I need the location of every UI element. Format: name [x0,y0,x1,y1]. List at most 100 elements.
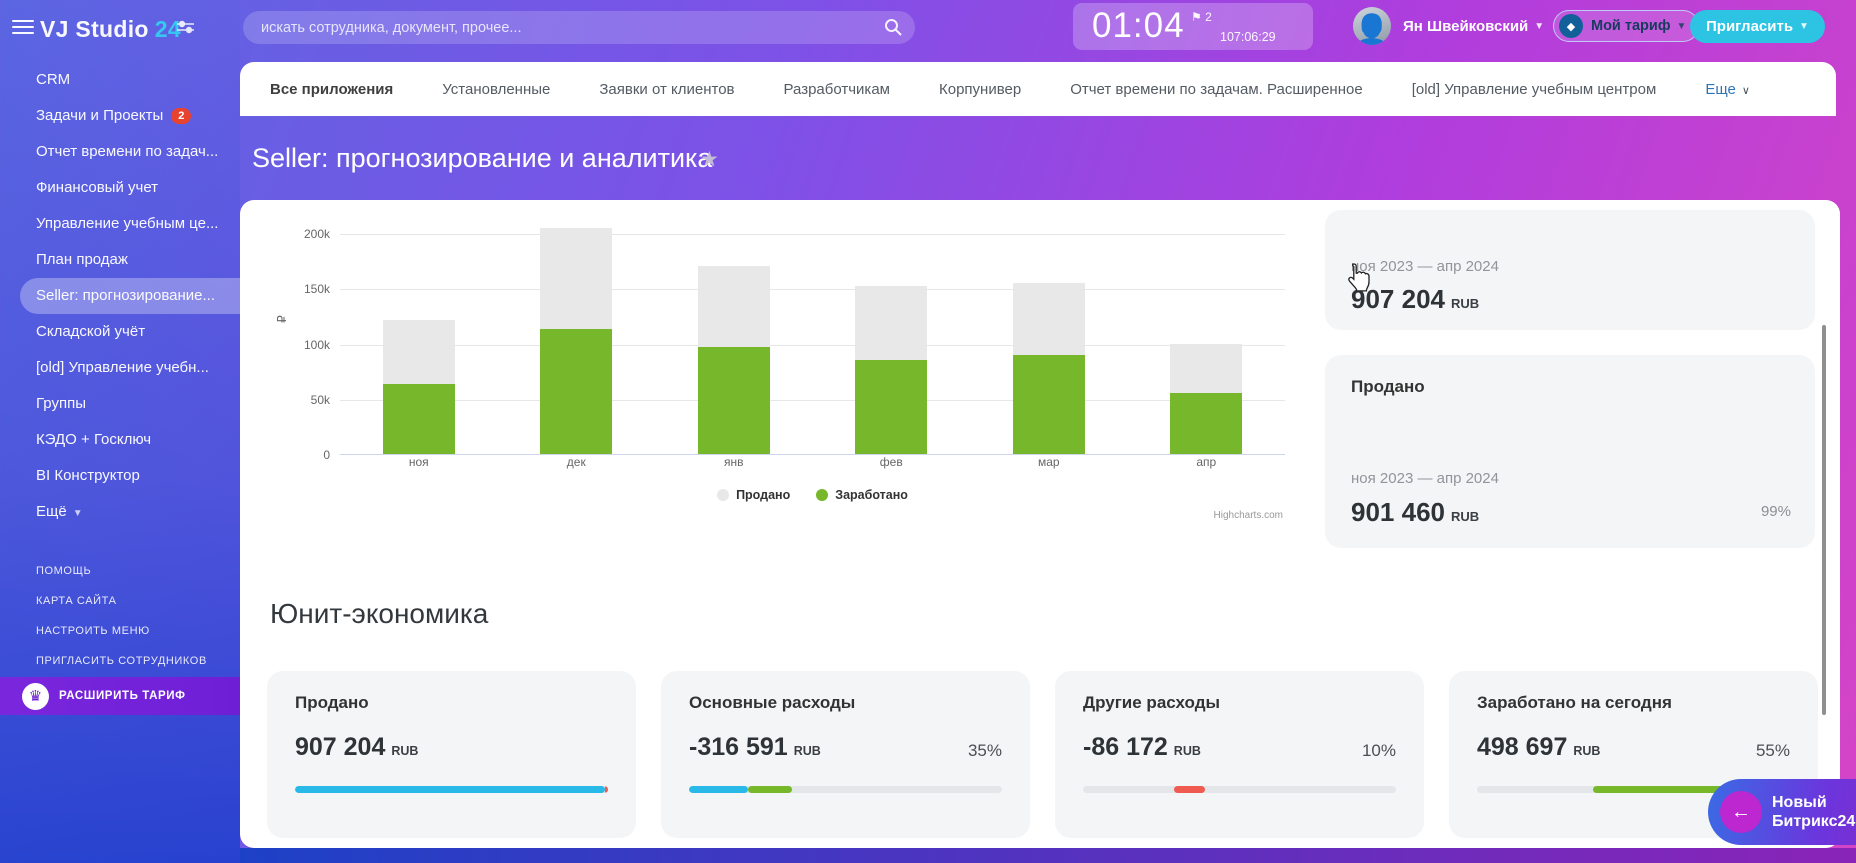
search-input[interactable] [243,11,915,44]
sidebar-item-seller-прогнозирование-[interactable]: Seller: прогнозирование... [20,278,240,314]
chevron-down-icon: ▼ [1534,21,1545,32]
summary-period-card[interactable]: ноя 2023 — апр 2024 907 204 RUB [1325,210,1815,330]
widget-line1: Новый [1772,794,1827,811]
gridline [340,289,1285,291]
new-bitrix-widget[interactable]: ← Новый Битрикс24 [1708,779,1856,845]
highcharts-credits[interactable]: Highcharts.com [1213,510,1283,521]
favorite-star-icon[interactable]: ★ [700,148,719,171]
unit-card-percent: 55% [1755,741,1790,760]
legend-item-продано[interactable]: Продано [717,488,790,502]
unit-card-percent: 35% [967,741,1002,760]
sidebar-item--old-управление-учебн-[interactable]: [old] Управление учебн... [0,350,240,386]
bar-заработано-апр[interactable] [1170,393,1243,454]
currency-label: RUB [1450,296,1480,311]
sidebar-item-управление-учебным-це-[interactable]: Управление учебным це... [0,206,240,242]
tab-more[interactable]: Еще ∨ [1705,81,1750,98]
bar-заработано-янв[interactable] [697,346,770,454]
unit-card-3: Другие расходы -86 172 RUB 10% [1055,671,1424,838]
gridline [340,234,1285,236]
sidebar-item-label: Задачи и Проекты [36,107,164,124]
sidebar-item-label: [old] Управление учебн... [36,359,209,376]
notification-badge: 2 [171,108,192,124]
y-tick-label: 150k [303,282,330,297]
panel-scrollbar[interactable] [1822,325,1826,715]
tabs-bar: Все приложения Установленные Заявки от кли… [240,62,1836,116]
avatar[interactable]: 👤 [1353,7,1391,45]
tab-5[interactable]: Корпунивер [938,80,1022,98]
sidebar-item-label: Seller: прогнозирование... [36,287,216,304]
user-menu[interactable]: Ян Швейковский ▼ [1403,18,1545,35]
sidebar-footer-links: ПОМОЩЬ КАРТА САЙТА НАСТРОИТЬ МЕНЮ ПРИГЛАСИТ… [0,556,240,676]
top-bar: VJ Studio24 01:04 ⚑ 2 107:06:29 👤 Ян Шве… [0,0,1856,56]
tab-4[interactable]: Разработчикам [783,80,890,98]
back-arrow-icon: ← [1720,791,1762,833]
y-tick-label: 50k [310,392,330,407]
unit-card-title: Основные расходы [689,693,856,712]
invite-button[interactable]: Пригласить ▼ [1690,10,1825,43]
progress-bar [1477,786,1790,793]
legend-label: Заработано [835,488,908,502]
tab-7[interactable]: [old] Управление учебным центром [1411,80,1657,98]
summary-period: ноя 2023 — апр 2024 [1351,258,1499,275]
sidebar-item-bi-конструктор[interactable]: BI Конструктор [0,458,240,494]
currency-label: RUB [1573,744,1601,758]
sidebar-item-задачи-и-проекты[interactable]: Задачи и Проекты 2 [0,98,240,134]
sidebar-footer-link[interactable]: ПОМОЩЬ [36,565,92,577]
search-icon[interactable] [884,18,902,36]
chevron-down-icon: ▼ [1676,20,1687,32]
sidebar-item-crm[interactable]: CRM [0,62,240,98]
bar-заработано-ноя[interactable] [382,384,455,454]
crown-icon: ♛ [22,682,49,710]
tab-2[interactable]: Установленные [442,80,551,98]
sidebar-footer-link[interactable]: ПРИГЛАСИТЬ СОТРУДНИКОВ [36,655,207,667]
progress-bar [1083,786,1396,793]
sidebar-item-label: Складской учёт [36,323,146,340]
sidebar-item-складской-уч-т[interactable]: Складской учёт [0,314,240,350]
tab-1[interactable]: Все приложения [270,80,394,98]
y-tick-label: 100k [303,337,330,352]
sold-period: ноя 2023 — апр 2024 [1351,470,1499,487]
page-title: Seller: прогнозирование и аналитика [252,143,713,173]
sidebar-item-кэдо-госключ[interactable]: КЭДО + Госключ [0,422,240,458]
sidebar-item-label: Группы [36,395,86,412]
tariff-button[interactable]: ◆ Мой тариф ▼ [1553,10,1700,42]
sold-summary-card[interactable]: Продано ноя 2023 — апр 2024 901 460 RUB 9… [1325,355,1815,548]
flag-icon: ⚑ 2 [1191,10,1212,24]
bar-заработано-фев[interactable] [855,360,928,454]
sold-value: 901 460 RUB [1351,497,1480,527]
widget-line2: Битрикс24 [1772,813,1856,830]
unit-card-value: -316 591 RUB [689,733,821,761]
work-timer[interactable]: 01:04 ⚑ 2 107:06:29 [1073,3,1313,50]
content-card: ₽ ноя дек янв фев мар апр Продано Заработано H… [240,200,1840,848]
sidebar-nav: CRM Задачи и Проекты 2 Отчет времени по зад… [0,62,240,530]
gridline [340,344,1285,346]
legend-item-заработано[interactable]: Заработано [816,488,908,502]
x-tick-label: апр [1196,455,1217,469]
bar-заработано-мар[interactable] [1012,354,1085,454]
unit-card-value: 498 697 RUB [1477,733,1601,761]
sidebar-footer-link[interactable]: КАРТА САЙТА [36,595,117,607]
unit-card-1: Продано 907 204 RUB [267,671,636,838]
unit-card-value: -86 172 RUB [1083,733,1201,761]
sidebar-item-группы[interactable]: Группы [0,386,240,422]
sidebar-footer-link[interactable]: НАСТРОИТЬ МЕНЮ [36,625,150,637]
unit-card-value: 907 204 RUB [295,733,419,761]
bottom-strip [240,848,1856,863]
tab-3[interactable]: Заявки от клиентов [599,80,735,98]
sold-card-title: Продано [1351,377,1425,396]
sidebar-item-отчет-времени-по-задач-[interactable]: Отчет времени по задач... [0,134,240,170]
sidebar-item-label: Управление учебным це... [36,215,219,232]
upgrade-tariff-button[interactable]: ♛ РАСШИРИТЬ ТАРИФ [0,677,240,715]
bar-заработано-дек[interactable] [540,329,613,454]
legend-marker [816,489,829,501]
sidebar-item-план-продаж[interactable]: План продаж [0,242,240,278]
progress-segment [689,786,749,793]
chevron-down-icon: ∨ [1741,84,1750,97]
chevron-down-icon: ▼ [72,508,83,519]
legend-label: Продано [736,488,791,502]
x-tick-label: мар [1037,455,1060,469]
x-tick-label: фев [879,455,903,469]
sidebar-item-финансовый-учет[interactable]: Финансовый учет [0,170,240,206]
tab-6[interactable]: Отчет времени по задачам. Расширенное [1070,80,1363,98]
sidebar-item-ещ-[interactable]: Ещё ▼ [0,494,240,530]
